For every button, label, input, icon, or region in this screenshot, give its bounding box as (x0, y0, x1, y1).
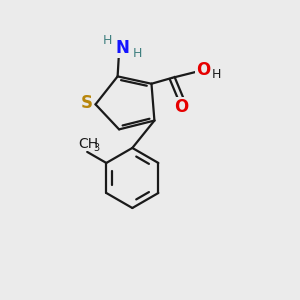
Text: 3: 3 (94, 143, 100, 153)
Text: O: O (196, 61, 210, 80)
Text: H: H (212, 68, 221, 81)
Text: S: S (81, 94, 93, 112)
Text: O: O (174, 98, 189, 116)
Text: N: N (115, 39, 129, 57)
Text: H: H (103, 34, 112, 47)
Text: H: H (133, 47, 142, 60)
Text: CH: CH (79, 137, 99, 151)
